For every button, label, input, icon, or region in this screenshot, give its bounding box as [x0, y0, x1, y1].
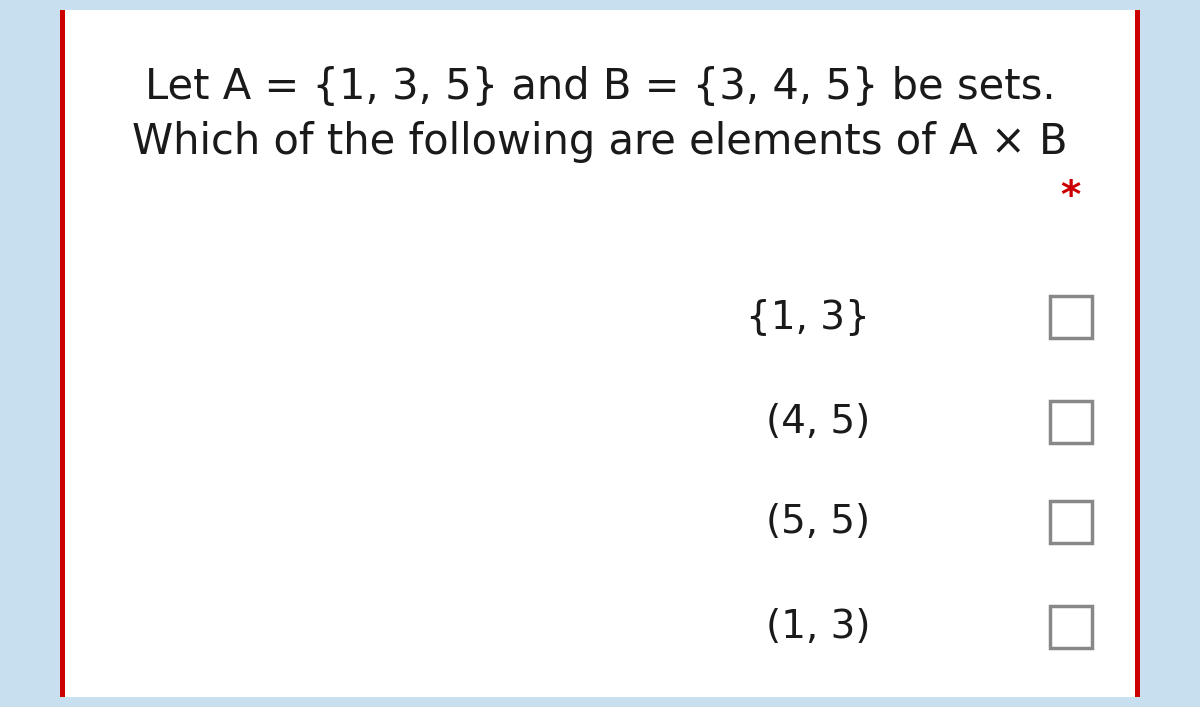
Bar	[1050, 401, 1092, 443]
Bar	[1050, 501, 1092, 543]
Bar	[1050, 296, 1092, 338]
Text: *: *	[1060, 178, 1080, 216]
Text: {1, 3}: {1, 3}	[746, 298, 870, 336]
Text: Let A = {1, 3, 5} and B = {3, 4, 5} be sets.: Let A = {1, 3, 5} and B = {3, 4, 5} be s…	[145, 66, 1055, 108]
Bar	[1135, 10, 1140, 697]
Bar	[1050, 606, 1092, 648]
Text: (1, 3): (1, 3)	[766, 608, 870, 646]
Text: (5, 5): (5, 5)	[766, 503, 870, 541]
Text: Which of the following are elements of A × B: Which of the following are elements of A…	[132, 121, 1068, 163]
Bar	[60, 10, 65, 697]
Text: (4, 5): (4, 5)	[766, 403, 870, 441]
